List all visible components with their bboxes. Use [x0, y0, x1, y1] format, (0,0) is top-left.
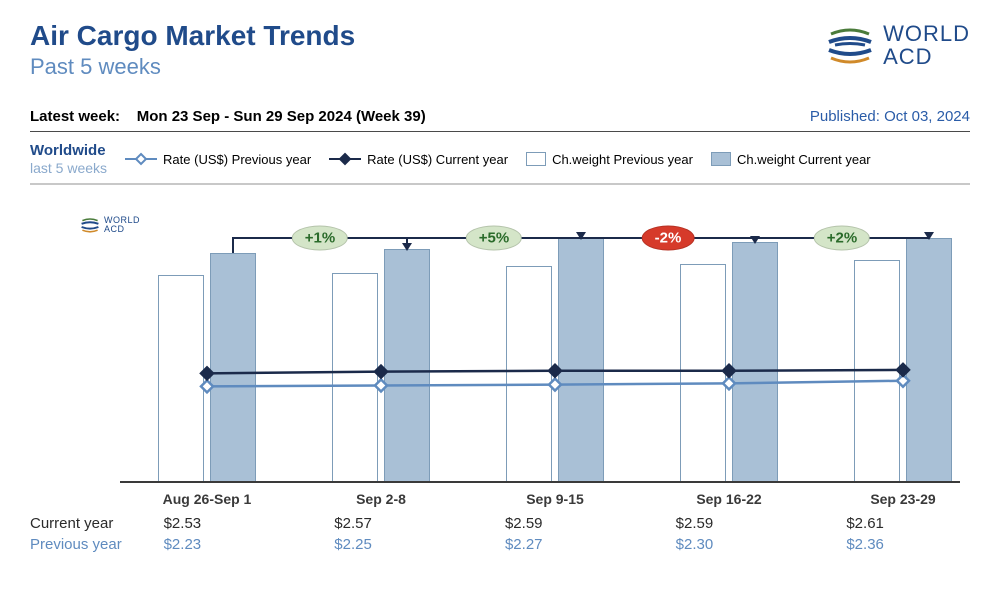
- legend-label: Rate (US$) Previous year: [163, 152, 311, 167]
- latest-week-label: Latest week:: [30, 108, 120, 125]
- globe-icon: [825, 20, 875, 70]
- table-cell: $2.59: [629, 515, 800, 532]
- x-axis: [120, 481, 960, 483]
- legend-items: Rate (US$) Previous year Rate (US$) Curr…: [125, 152, 871, 167]
- table-row: Previous year$2.23$2.25$2.27$2.30$2.36: [30, 534, 970, 555]
- legend-item: Rate (US$) Previous year: [125, 152, 311, 167]
- page-title: Air Cargo Market Trends: [30, 20, 355, 52]
- brand-logo: WORLD ACD: [825, 20, 970, 70]
- legend-label: Ch.weight Previous year: [552, 152, 693, 167]
- table-cell: $2.25: [287, 536, 458, 553]
- logo-text-line2: ACD: [883, 45, 970, 68]
- change-badge: +2%: [814, 225, 870, 250]
- table-cell: $2.59: [458, 515, 629, 532]
- latest-week-value: Mon 23 Sep - Sun 29 Sep 2024 (Week 39): [137, 108, 426, 125]
- legend-item: Ch.weight Current year: [711, 152, 871, 167]
- rate-table: Current year$2.53$2.57$2.59$2.59$2.61Pre…: [30, 513, 970, 555]
- legend-item: Rate (US$) Current year: [329, 152, 508, 167]
- table-cell: $2.53: [117, 515, 288, 532]
- change-badge: +1%: [292, 225, 348, 250]
- change-badge: +5%: [466, 225, 522, 250]
- chart-area: WORLDACD Aug 26-Sep 1Sep 2-8Sep 9-15Sep …: [30, 193, 970, 513]
- table-cell: $2.36: [799, 536, 970, 553]
- table-cell: $2.30: [629, 536, 800, 553]
- table-row: Current year$2.53$2.57$2.59$2.59$2.61: [30, 513, 970, 534]
- table-cell: $2.57: [287, 515, 458, 532]
- legend-worldwide: Worldwide: [30, 142, 107, 160]
- page-subtitle: Past 5 weeks: [30, 54, 355, 80]
- badges-layer: +1% +5% -2% +2%: [30, 193, 970, 513]
- published-block: Published: Oct 03, 2024: [810, 108, 970, 125]
- legend-item: Ch.weight Previous year: [526, 152, 693, 167]
- change-badge: -2%: [642, 225, 695, 250]
- legend-label: Ch.weight Current year: [737, 152, 871, 167]
- table-cell: $2.23: [117, 536, 288, 553]
- table-cell: $2.27: [458, 536, 629, 553]
- legend-last5: last 5 weeks: [30, 160, 107, 177]
- logo-text-line1: WORLD: [883, 22, 970, 45]
- table-cell: $2.61: [799, 515, 970, 532]
- legend-label: Rate (US$) Current year: [367, 152, 508, 167]
